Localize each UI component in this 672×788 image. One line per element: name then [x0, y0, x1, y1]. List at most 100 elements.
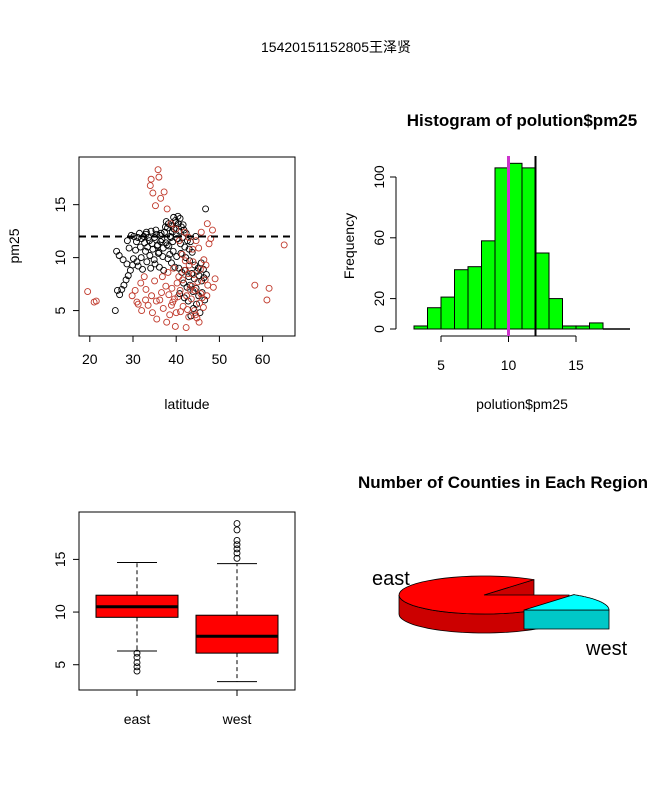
scatter-point	[189, 245, 197, 253]
histogram-bar	[508, 162, 523, 330]
scatter-point	[131, 287, 139, 294]
scatter-x-tick-label: 60	[255, 351, 271, 367]
scatter-point	[163, 241, 171, 249]
scatter-point	[204, 281, 212, 289]
scatter-point	[152, 297, 160, 305]
scatter-x-tick-label: 20	[82, 351, 98, 367]
scatter-point	[167, 301, 175, 309]
scatter-point	[202, 205, 210, 213]
boxplot-x-tick-label: east	[124, 711, 151, 727]
scatter-point	[197, 228, 205, 236]
scatter-point	[160, 188, 168, 196]
histogram-x-tick-label: 15	[568, 357, 584, 373]
scatter-point	[195, 244, 203, 252]
boxplot-y-tick-label: 10	[52, 604, 68, 620]
boxplot-outlier	[233, 545, 241, 553]
scatter-point	[149, 189, 157, 197]
scatter-point	[171, 295, 178, 303]
boxplot-outlier	[133, 663, 141, 671]
pie-title: Number of Counties in Each Region	[358, 473, 648, 492]
pie-slice-wall	[523, 609, 610, 630]
scatter-point	[148, 309, 156, 317]
scatter-point	[127, 231, 135, 239]
scatter-point	[129, 255, 137, 263]
scatter-point	[163, 318, 171, 326]
histogram-ylabel: Frequency	[341, 213, 357, 279]
scatter-point	[143, 258, 151, 266]
boxplot-outlier	[133, 653, 141, 661]
scatter-point	[155, 173, 163, 181]
scatter-point	[158, 289, 165, 297]
scatter-point	[183, 237, 191, 245]
scatter-point	[157, 194, 165, 202]
scatter-point	[190, 307, 198, 315]
scatter-point	[151, 277, 159, 285]
scatter-point	[133, 298, 141, 306]
scatter-point	[142, 285, 150, 293]
histogram-y-tick-label: 20	[371, 291, 387, 307]
scatter-point	[180, 228, 188, 236]
scatter-xlabel: latitude	[164, 396, 209, 412]
scatter-point	[181, 257, 189, 265]
scatter-point	[203, 220, 211, 228]
histogram-x-tick-label: 5	[437, 357, 445, 373]
scatter-point	[159, 305, 167, 312]
pie-label-west: west	[585, 638, 628, 660]
scatter-ylabel: pm25	[6, 228, 22, 263]
scatter-point	[179, 221, 187, 229]
scatter-point	[134, 234, 142, 241]
scatter-point	[175, 273, 183, 281]
scatter-point	[137, 279, 145, 287]
boxplot-box	[195, 614, 279, 654]
scatter-point	[174, 293, 182, 301]
scatter-point	[177, 308, 184, 316]
boxplot-y-tick-label: 15	[52, 551, 68, 567]
histogram-y-tick-label: 60	[371, 230, 387, 246]
boxplot-outlier	[133, 649, 141, 657]
scatter-point	[177, 249, 185, 257]
scatter-point	[164, 255, 172, 263]
scatter-point	[150, 256, 158, 264]
scatter-point	[170, 264, 178, 272]
scatter-plot-box	[78, 156, 296, 337]
scatter-point	[125, 244, 133, 252]
scatter-point	[186, 281, 194, 289]
scatter-point	[196, 265, 204, 273]
boxplot-outlier	[133, 667, 141, 675]
scatter-point	[120, 281, 128, 289]
histogram-bar	[427, 307, 442, 330]
scatter-y-tick-label: 15	[52, 197, 68, 213]
histogram-bar	[413, 325, 428, 330]
histogram-x-tick-label: 10	[501, 357, 517, 373]
scatter-point	[171, 263, 179, 271]
scatter-point	[136, 243, 144, 251]
scatter-point	[155, 263, 163, 271]
scatter-panel: latitude pm25 20 30 40 50 60 5 10 15	[6, 156, 296, 412]
histogram-bar	[575, 325, 590, 330]
scatter-x-tick-label: 30	[125, 351, 141, 367]
scatter-point	[195, 318, 203, 326]
histogram-bar	[521, 167, 536, 330]
scatter-point	[141, 239, 149, 247]
scatter-point	[147, 264, 155, 272]
scatter-point	[209, 226, 216, 234]
scatter-point	[183, 306, 191, 313]
scatter-point	[197, 290, 205, 298]
figure-title: 15420151152805王泽贤	[261, 39, 411, 55]
scatter-point	[207, 235, 215, 243]
scatter-point	[155, 249, 162, 257]
scatter-point	[157, 229, 165, 237]
scatter-point	[176, 287, 184, 294]
scatter-point	[123, 237, 131, 245]
scatter-point	[188, 248, 196, 256]
histogram-bar	[467, 266, 482, 330]
scatter-point	[151, 260, 159, 268]
scatter-point	[133, 238, 140, 246]
histogram-y-tick-label: 100	[371, 165, 387, 189]
histogram-title: Histogram of polution$pm25	[407, 111, 637, 130]
scatter-point	[179, 302, 187, 310]
scatter-point	[185, 313, 193, 321]
scatter-point	[92, 297, 100, 305]
scatter-point	[163, 205, 171, 213]
